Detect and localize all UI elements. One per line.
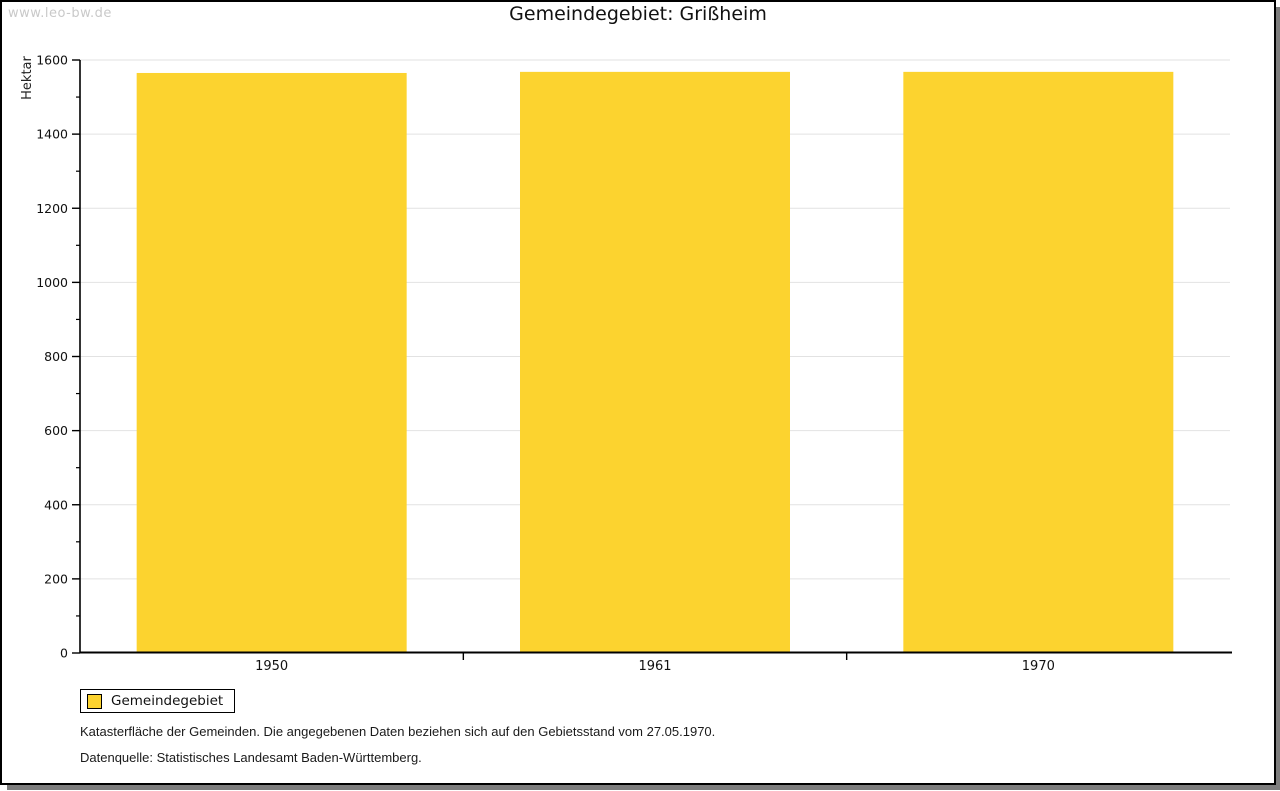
watermark-text: www.leo-bw.de: [8, 6, 112, 21]
y-tick-label: 1200: [36, 201, 68, 216]
y-tick-label: 1400: [36, 127, 68, 142]
y-tick-label: 1000: [36, 275, 68, 290]
legend-box: Gemeindegebiet: [80, 689, 236, 713]
y-tick-label: 0: [60, 646, 68, 661]
bar-1970: [903, 71, 1174, 654]
y-tick-label: 800: [44, 349, 68, 364]
y-tick-label: 400: [44, 497, 68, 512]
bar-chart: 0 200 400 600 800 1000 1200 1400 1600 1950 1961 197…: [20, 53, 1232, 674]
x-tick-label: 1961: [638, 659, 671, 674]
y-tick-label: 200: [44, 571, 68, 586]
chart-title: Gemeindegebiet: Grißheim: [509, 3, 767, 25]
bar-1950: [136, 72, 407, 654]
y-tick-label: 600: [44, 423, 68, 438]
footnote-line: Datenquelle: Statistisches Landesamt Bad…: [80, 750, 422, 765]
y-tick-label: 1600: [36, 53, 68, 68]
legend-swatch-icon: [87, 693, 102, 709]
footnote-line: Katasterfläche der Gemeinden. Die angege…: [80, 724, 716, 739]
x-tick-label: 1970: [1022, 659, 1055, 674]
legend-label: Gemeindegebiet: [111, 693, 224, 709]
y-axis-title: Hektar: [20, 55, 35, 99]
x-tick-label: 1950: [255, 659, 288, 674]
bar-1961: [520, 71, 790, 654]
